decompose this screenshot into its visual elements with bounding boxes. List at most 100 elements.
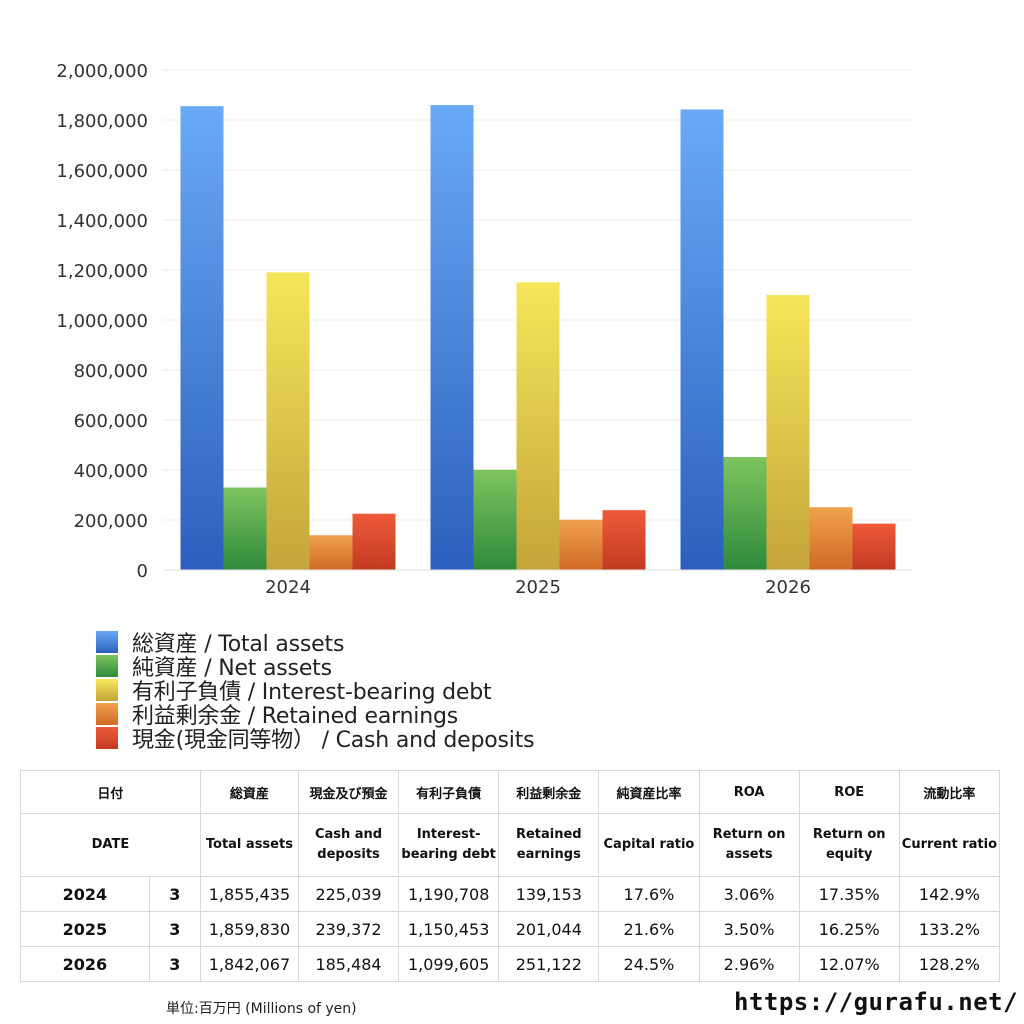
cell-debt: 1,190,708: [398, 876, 500, 912]
table-header-en-row: DATE Total assets Cash and deposits Inte…: [20, 813, 1001, 877]
col-header-capital-ratio-en: Capital ratio: [598, 813, 700, 877]
cell-retained: 201,044: [498, 911, 600, 947]
legend-label-interest-bearing-debt: 有利子負債 / Interest-bearing debt: [132, 680, 492, 705]
bar: [809, 507, 853, 570]
legend-item-retained-earnings: 利益剰余金 / Retained earnings: [96, 702, 534, 729]
y-tick-label: 1,600,000: [56, 161, 148, 182]
cell-month: 3: [148, 946, 201, 982]
bar: [430, 105, 474, 570]
legend-item-cash-and-deposits: 現金(現金同等物） / Cash and deposits: [96, 726, 535, 753]
cell-capital-ratio: 17.6%: [598, 876, 700, 912]
col-header-date-jp: 日付: [20, 770, 201, 814]
col-header-current-ratio-en: Current ratio: [898, 813, 1001, 877]
table-row: 2025 3 1,859,830 239,372 1,150,453 201,0…: [20, 911, 1001, 947]
cell-roa: 2.96%: [698, 946, 800, 982]
cell-month: 3: [148, 876, 201, 912]
col-header-cash-jp: 現金及び預金: [297, 770, 400, 814]
cell-retained: 251,122: [498, 946, 600, 982]
bar: [680, 109, 724, 571]
col-header-current-ratio-jp: 流動比率: [898, 770, 1001, 814]
table-row: 2024 3 1,855,435 225,039 1,190,708 139,1…: [20, 876, 1001, 912]
bar-chart: 0 200,000 400,000 600,000 800,000 1,000,000 1,…: [56, 61, 913, 598]
col-header-roa-en: Return on assets: [698, 813, 800, 877]
y-tick-label: 600,000: [74, 411, 148, 432]
col-header-roa-jp: ROA: [698, 770, 800, 814]
bar: [266, 272, 310, 570]
bar: [602, 510, 646, 570]
col-header-total-assets-jp: 総資産: [199, 770, 299, 814]
bar: [516, 282, 560, 570]
legend-item-net-assets: 純資産 / Net assets: [96, 654, 534, 681]
col-header-roe-jp: ROE: [798, 770, 900, 814]
cell-total-assets: 1,842,067: [199, 946, 299, 982]
y-tick-label: 1,200,000: [56, 261, 148, 282]
col-header-debt-en: Interest-bearing debt: [398, 813, 500, 877]
cell-cash: 185,484: [297, 946, 400, 982]
cell-roa: 3.06%: [698, 876, 800, 912]
bar: [852, 523, 896, 570]
x-tick-label: 2026: [765, 577, 811, 598]
cell-current-ratio: 128.2%: [898, 946, 1001, 982]
legend-swatch-interest-bearing-debt: [96, 679, 118, 701]
cell-month: 3: [148, 911, 201, 947]
cell-roa: 3.50%: [698, 911, 800, 947]
y-tick-label: 0: [137, 561, 148, 582]
col-header-date-en: DATE: [20, 813, 201, 877]
legend-label-cash-and-deposits: 現金(現金同等物） / Cash and deposits: [132, 728, 535, 753]
legend-item-total-assets: 総資産 / Total assets: [96, 630, 534, 657]
y-tick-label: 1,800,000: [56, 111, 148, 132]
legend-label-total-assets: 総資産 / Total assets: [132, 632, 345, 657]
cell-debt: 1,099,605: [398, 946, 500, 982]
legend-swatch-net-assets: [96, 655, 118, 677]
cell-roe: 16.25%: [798, 911, 900, 947]
y-tick-label: 1,400,000: [56, 211, 148, 232]
col-header-retained-jp: 利益剰余金: [498, 770, 600, 814]
col-header-cash-en: Cash and deposits: [297, 813, 400, 877]
chart-legend: 総資産 / Total assets 純資産 / Net assets 有利子負…: [96, 630, 535, 753]
y-tick-label: 400,000: [74, 461, 148, 482]
bar: [723, 457, 767, 570]
cell-current-ratio: 133.2%: [898, 911, 1001, 947]
financial-metrics-table: 日付 総資産 現金及び預金 有利子負債 利益剰余金 純資産比率 ROA ROE …: [20, 770, 1001, 982]
bar: [559, 519, 603, 570]
y-tick-label: 200,000: [74, 511, 148, 532]
cell-debt: 1,150,453: [398, 911, 500, 947]
cell-total-assets: 1,859,830: [199, 911, 299, 947]
y-tick-label: 800,000: [74, 361, 148, 382]
bar: [473, 469, 517, 570]
col-header-debt-jp: 有利子負債: [398, 770, 500, 814]
table-row: 2026 3 1,842,067 185,484 1,099,605 251,1…: [20, 946, 1001, 982]
cell-year: 2025: [20, 911, 150, 947]
bar: [309, 535, 353, 570]
cell-year: 2024: [20, 876, 150, 912]
x-tick-label: 2024: [265, 577, 311, 598]
x-tick-label: 2025: [515, 577, 561, 598]
y-tick-label: 1,000,000: [56, 311, 148, 332]
legend-swatch-total-assets: [96, 631, 118, 653]
legend-swatch-cash-and-deposits: [96, 727, 118, 749]
cell-retained: 139,153: [498, 876, 600, 912]
col-header-total-assets-en: Total assets: [199, 813, 299, 877]
cell-capital-ratio: 21.6%: [598, 911, 700, 947]
cell-cash: 225,039: [297, 876, 400, 912]
table-header-jp-row: 日付 総資産 現金及び預金 有利子負債 利益剰余金 純資産比率 ROA ROE …: [20, 770, 1001, 814]
legend-item-interest-bearing-debt: 有利子負債 / Interest-bearing debt: [96, 678, 534, 705]
y-tick-label: 2,000,000: [56, 61, 148, 82]
cell-total-assets: 1,855,435: [199, 876, 299, 912]
col-header-roe-en: Return on equity: [798, 813, 900, 877]
cell-current-ratio: 142.9%: [898, 876, 1001, 912]
cell-year: 2026: [20, 946, 150, 982]
legend-label-retained-earnings: 利益剰余金 / Retained earnings: [132, 704, 458, 729]
cell-capital-ratio: 24.5%: [598, 946, 700, 982]
site-url-link[interactable]: https://gurafu.net/: [734, 988, 1019, 1016]
legend-swatch-retained-earnings: [96, 703, 118, 725]
bar: [352, 513, 396, 570]
cell-roe: 17.35%: [798, 876, 900, 912]
unit-note: 単位:百万円 (Millions of yen): [166, 1001, 357, 1017]
bar: [223, 487, 267, 570]
bar: [180, 106, 224, 571]
bar: [766, 295, 810, 570]
col-header-capital-ratio-jp: 純資産比率: [598, 770, 700, 814]
legend-label-net-assets: 純資産 / Net assets: [132, 656, 332, 681]
col-header-retained-en: Retained earnings: [498, 813, 600, 877]
